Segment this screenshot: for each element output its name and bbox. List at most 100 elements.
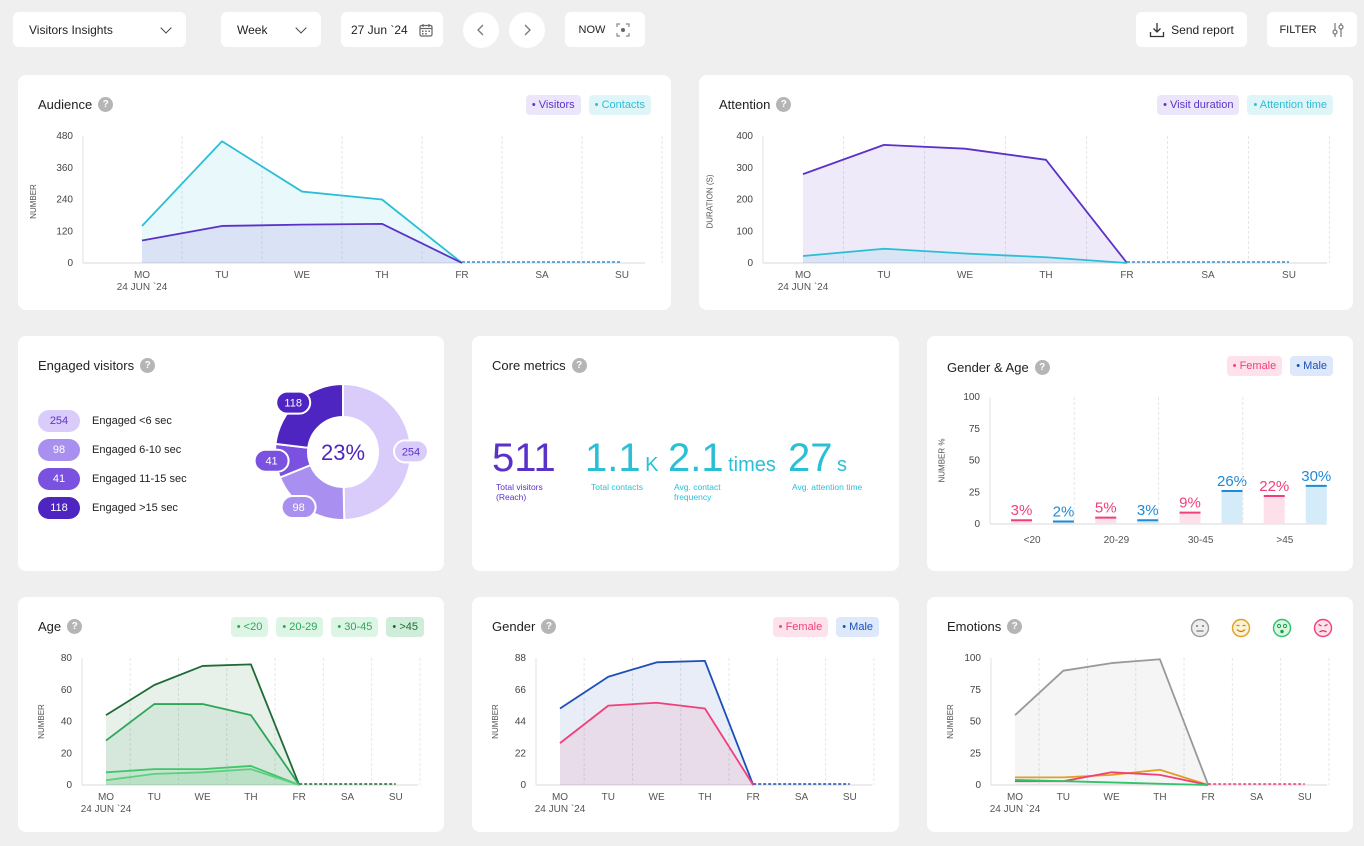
help-icon[interactable]: ? [140,358,156,373]
bar-value-label: 3% [1011,502,1033,519]
audience-legend: • Visitors • Contacts [525,95,651,115]
y-tick-label: 0 [974,519,980,530]
core-metrics-card: Core metrics ? 511 Total visitors (Reach)… [472,336,899,571]
series-area [106,765,300,785]
series-line [802,143,1128,264]
view-select[interactable]: Visitors Insights [13,12,186,47]
surprised-face-icon[interactable] [1272,618,1292,638]
calendar-icon [419,23,433,37]
send-report-label: Send report [1171,22,1234,37]
legend-female[interactable]: • Female [772,617,829,637]
attention-title-text: Attention [719,97,771,112]
help-icon[interactable]: ? [1007,619,1023,634]
age-title: Age ? [38,619,83,634]
series-area [106,704,300,785]
legend-under-20[interactable]: • <20 [230,617,269,637]
y-tick-label: 360 [56,163,73,174]
bar-value-label: 3% [1137,502,1159,519]
x-tick-label: SU [843,792,857,803]
y-tick-label: 0 [66,780,72,791]
donut-segment [342,382,412,522]
audience-card: Audience ? • Visitors • Contacts NUMBER … [18,75,671,310]
engaged-title: Engaged visitors ? [38,358,156,373]
gender-age-legend: • Female • Male [1226,356,1333,376]
engaged-count: 118 [38,497,80,519]
metric-total-visitors: 511 Total visitors (Reach) [492,438,556,502]
x-date-label: 24 JUN `24 [117,281,168,293]
y-tick-label: 100 [736,226,753,237]
legend-attention-time[interactable]: • Attention time [1247,95,1333,115]
y-tick-label: 100 [964,653,981,664]
date-picker[interactable]: 27 Jun `24 [341,12,443,47]
legend-visit-duration[interactable]: • Visit duration [1157,95,1240,115]
help-icon[interactable]: ? [1034,360,1050,375]
series-area [803,144,1127,263]
legend-male[interactable]: • Male [1290,356,1333,376]
metric-value: 2.1 [668,436,724,480]
bar-value-label: 9% [1179,495,1201,512]
chevron-down-icon [160,21,172,34]
x-tick-label: SU [389,792,403,803]
x-tick-label: FR [1202,792,1215,803]
engaged-label: Engaged >15 sec [92,502,178,514]
prev-period-button[interactable] [463,12,499,48]
series-line [1015,768,1209,786]
y-tick-label: 60 [61,685,73,696]
legend-30-45[interactable]: • 30-45 [331,617,379,637]
help-icon[interactable]: ? [98,97,114,112]
core-metrics-title: Core metrics ? [492,358,587,373]
legend-female[interactable]: • Female [1226,356,1283,376]
now-button[interactable]: NOW [565,12,645,47]
send-report-button[interactable]: Send report [1136,12,1247,47]
x-date-label: 24 JUN `24 [81,803,132,815]
metric-caption: frequency [674,492,712,502]
series-line [802,247,1128,264]
series-area [106,769,300,785]
emotions-title-text: Emotions [947,619,1002,634]
x-tick-label: >45 [1276,535,1293,546]
metric-value: 27 [788,436,833,480]
emotions-title: Emotions ? [947,619,1023,634]
help-icon[interactable]: ? [541,619,557,634]
y-tick-label: 50 [970,717,982,728]
y-tick-label: 300 [736,163,753,174]
x-tick-label: MO [552,792,568,803]
y-tick-label: 75 [970,685,982,696]
legend-over-45[interactable]: • >45 [386,617,424,637]
y-tick-label: 80 [61,653,73,664]
next-period-button[interactable] [509,12,545,48]
y-tick-label: 66 [515,685,527,696]
filter-button[interactable]: FILTER [1267,12,1357,47]
happy-face-icon[interactable] [1231,618,1251,638]
metric-caption: (Reach) [496,492,527,502]
gender-age-card: Gender & Age ? • Female • Male NUMBER % … [927,336,1353,571]
legend-contacts[interactable]: • Contacts [588,95,651,115]
y-tick-label: 120 [56,226,73,237]
period-select[interactable]: Week [221,12,321,47]
series-line [105,663,301,786]
y-tick-label: 0 [520,780,526,791]
legend-20-29[interactable]: • 20-29 [276,617,324,637]
y-tick-label: 75 [969,424,981,435]
neutral-face-icon[interactable] [1190,618,1210,638]
age-chart: 0 20 40 60 80 MO TU WE TH FR SA SU 24 JUN `24 [61,653,421,815]
x-tick-label: 20-29 [1104,535,1130,546]
bar-value-label: 5% [1095,500,1117,517]
series-area [142,141,462,263]
angry-face-icon[interactable] [1313,618,1333,638]
metric-total-contacts: 1.1 K Total contacts [585,438,658,492]
x-tick-label: WE [1104,792,1120,803]
help-icon[interactable]: ? [776,97,792,112]
core-metrics-title-text: Core metrics [492,358,566,373]
legend-male[interactable]: • Male [836,617,879,637]
donut-value-label: 254 [402,446,420,458]
help-icon[interactable]: ? [571,358,587,373]
metric-caption: Total contacts [591,482,643,492]
legend-visitors[interactable]: • Visitors [525,95,581,115]
x-tick-label: FR [293,792,306,803]
bar [1305,485,1327,524]
series-line [559,659,755,786]
metric-caption: Total visitors [496,482,543,492]
bar-value-label: 22% [1259,478,1289,495]
help-icon[interactable]: ? [67,619,83,634]
